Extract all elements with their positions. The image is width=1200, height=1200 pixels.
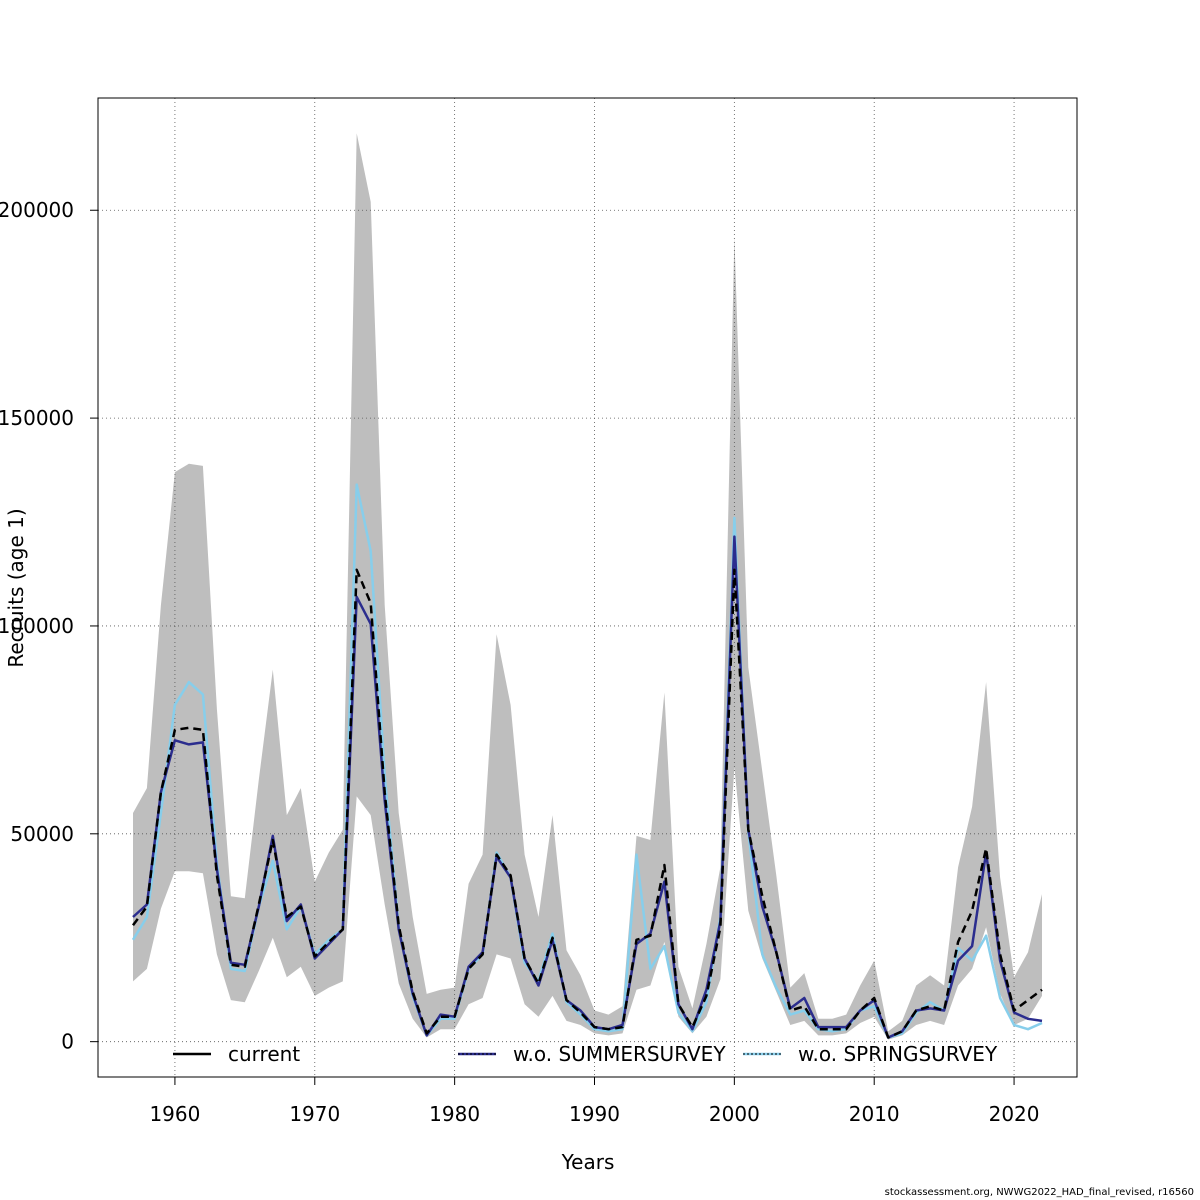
legend: current w.o. SUMMERSURVEY w.o. SPRINGSURVE… [173, 1042, 998, 1066]
legend-label-1: w.o. SUMMERSURVEY [513, 1042, 726, 1066]
x-axis: 1960 1970 1980 1990 2000 2010 2020 [149, 1077, 1040, 1126]
x-tick-label: 1960 [149, 1102, 200, 1126]
x-tick-label: 2020 [989, 1102, 1040, 1126]
source-footer: stockassessment.org, NWWG2022_HAD_final_… [884, 1187, 1194, 1198]
y-axis-title: Recruits (age 1) [4, 508, 28, 667]
y-tick-label: 100000 [0, 614, 74, 638]
x-tick-label: 1980 [429, 1102, 480, 1126]
y-tick-label: 200000 [0, 198, 74, 222]
legend-label-2: w.o. SPRINGSURVEY [798, 1042, 998, 1066]
x-tick-label: 1970 [289, 1102, 340, 1126]
series-layer [131, 483, 1043, 1039]
y-tick-label: 50000 [10, 822, 74, 846]
y-tick-label: 0 [61, 1030, 74, 1054]
legend-label-0: current [228, 1042, 300, 1066]
x-axis-title: Years [561, 1150, 615, 1174]
x-tick-label: 1990 [569, 1102, 620, 1126]
y-tick-label: 150000 [0, 406, 74, 430]
x-tick-label: 2010 [849, 1102, 900, 1126]
confidence-band [133, 133, 1042, 1040]
plot-frame [97, 97, 1078, 1078]
y-axis: 0 50000 100000 150000 200000 [0, 198, 98, 1054]
series-line-0 [131, 568, 1043, 1039]
x-tick-label: 2000 [709, 1102, 760, 1126]
confidence-band-layer [133, 133, 1042, 1040]
